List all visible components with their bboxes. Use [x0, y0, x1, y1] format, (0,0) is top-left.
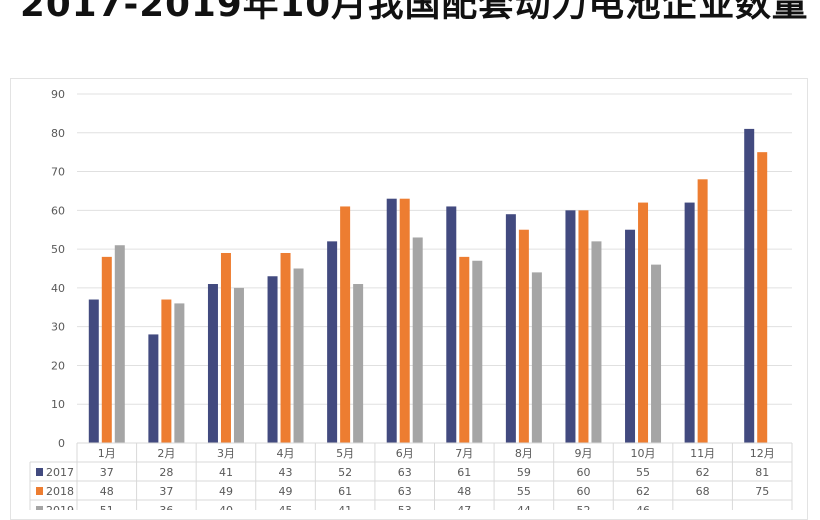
- x-tick-label: 8月: [515, 447, 533, 460]
- data-table-value: 47: [457, 504, 471, 510]
- bar-2018-5月: [340, 206, 351, 443]
- y-tick-label: 20: [51, 359, 65, 372]
- bar-2019-4月: [293, 268, 304, 443]
- bar-2018-7月: [459, 256, 470, 443]
- y-tick-label: 90: [51, 88, 65, 101]
- x-tick-label: 12月: [750, 447, 775, 460]
- bar-2019-6月: [412, 237, 423, 443]
- bar-2019-5月: [353, 284, 364, 443]
- data-table-value: 37: [159, 485, 173, 498]
- bar-2017-5月: [327, 241, 338, 443]
- bar-2018-8月: [518, 229, 529, 443]
- y-tick-label: 50: [51, 243, 65, 256]
- bar-2018-2月: [161, 299, 172, 443]
- y-tick-label: 60: [51, 204, 65, 217]
- bar-2019-1月: [114, 245, 125, 443]
- bar-2017-9月: [565, 210, 576, 443]
- data-table-value: 51: [100, 504, 114, 510]
- bar-2017-3月: [207, 284, 218, 443]
- data-table-value: 41: [338, 504, 352, 510]
- y-tick-label: 40: [51, 282, 65, 295]
- y-tick-label: 10: [51, 398, 65, 411]
- data-table-value: 45: [279, 504, 293, 510]
- y-tick-label: 70: [51, 166, 65, 179]
- x-tick-label: 11月: [690, 447, 715, 460]
- data-table-value: 28: [159, 466, 173, 479]
- data-table-value: 68: [696, 485, 710, 498]
- data-table-value: 49: [219, 485, 233, 498]
- data-table-value: 53: [398, 504, 412, 510]
- chart-title: 2017-2019年10月我国配套动力电池企业数量: [20, 0, 809, 25]
- bar-2019-3月: [233, 287, 244, 443]
- data-table-value: 60: [576, 466, 590, 479]
- data-table-value: 55: [517, 485, 531, 498]
- data-table-value: 40: [219, 504, 233, 510]
- bar-2017-12月: [744, 128, 755, 443]
- y-tick-label: 0: [58, 437, 65, 450]
- x-tick-label: 2月: [157, 447, 175, 460]
- data-table-value: 63: [398, 485, 412, 498]
- data-table-value: 37: [100, 466, 114, 479]
- x-tick-label: 1月: [98, 447, 116, 460]
- bar-2017-10月: [625, 229, 636, 443]
- x-tick-label: 6月: [396, 447, 414, 460]
- bar-2017-8月: [505, 214, 516, 443]
- data-table-value: 63: [398, 466, 412, 479]
- data-table-value: 43: [279, 466, 293, 479]
- bar-2017-1月: [88, 299, 99, 443]
- bar-2018-10月: [638, 202, 649, 443]
- y-tick-label: 80: [51, 127, 65, 140]
- x-tick-label: 4月: [277, 447, 295, 460]
- bar-2017-11月: [684, 202, 695, 443]
- data-table-value: 41: [219, 466, 233, 479]
- x-tick-label: 3月: [217, 447, 235, 460]
- bar-2019-2月: [174, 303, 185, 443]
- data-table-value: 46: [636, 504, 650, 510]
- data-table-value: 75: [755, 485, 769, 498]
- legend-key-2017: [36, 468, 43, 476]
- y-tick-label: 30: [51, 321, 65, 334]
- data-table-value: 48: [457, 485, 471, 498]
- legend-label: 2019: [46, 504, 74, 510]
- x-tick-label: 7月: [455, 447, 473, 460]
- bar-2018-11月: [697, 179, 708, 444]
- bar-2017-4月: [267, 276, 278, 443]
- x-tick-label: 10月: [631, 447, 656, 460]
- data-table-value: 60: [576, 485, 590, 498]
- legend-key-2018: [36, 487, 43, 495]
- data-table-value: 48: [100, 485, 114, 498]
- data-table-value: 44: [517, 504, 531, 510]
- data-table-value: 62: [636, 485, 650, 498]
- data-table-value: 61: [457, 466, 471, 479]
- data-table-value: 49: [279, 485, 293, 498]
- bar-2018-12月: [757, 152, 768, 443]
- legend-label: 2018: [46, 485, 74, 498]
- bar-2019-7月: [472, 260, 483, 443]
- bar-2018-9月: [578, 210, 589, 443]
- bar-2019-8月: [531, 272, 542, 443]
- data-table-value: 81: [755, 466, 769, 479]
- bar-2017-7月: [446, 206, 457, 443]
- bar-2018-3月: [220, 252, 231, 443]
- bar-2018-1月: [101, 256, 112, 443]
- data-table-value: 61: [338, 485, 352, 498]
- data-table-value: 62: [696, 466, 710, 479]
- data-table-value: 55: [636, 466, 650, 479]
- x-tick-label: 5月: [336, 447, 354, 460]
- data-table-value: 36: [159, 504, 173, 510]
- data-table-value: 52: [576, 504, 590, 510]
- x-tick-label: 9月: [574, 447, 592, 460]
- legend-key-2019: [36, 506, 43, 510]
- bar-2018-4月: [280, 252, 291, 443]
- data-table-value: 52: [338, 466, 352, 479]
- bar-2019-10月: [651, 264, 662, 443]
- data-table-value: 59: [517, 466, 531, 479]
- legend-label: 2017: [46, 466, 74, 479]
- bar-2017-2月: [148, 334, 159, 443]
- bar-2019-9月: [591, 241, 602, 443]
- bar-2017-6月: [386, 198, 397, 443]
- bar-2018-6月: [399, 198, 410, 443]
